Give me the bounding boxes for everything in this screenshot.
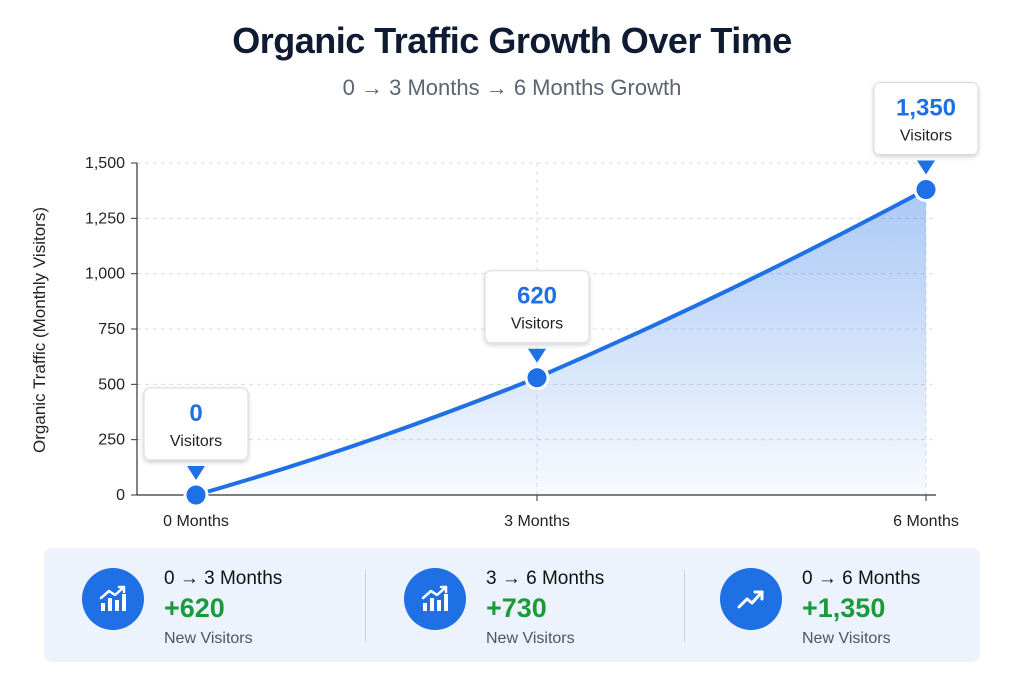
summary-note: New Visitors	[164, 630, 253, 647]
callout-pointer	[187, 466, 205, 480]
growth-summary-panel: 0 → 3 Months +620 New Visitors 3 → 6 Mon…	[44, 548, 980, 662]
data-point	[913, 177, 939, 203]
value-callout: 0 Visitors	[143, 387, 249, 480]
y-axis-title: Organic Traffic (Monthly Visitors)	[30, 207, 49, 453]
data-point	[524, 365, 550, 391]
summary-card-0-3-months: 0 → 3 Months +620 New Visitors	[44, 548, 344, 662]
callout-pointer	[528, 348, 546, 363]
x-tick-label: 3 Months	[504, 513, 570, 530]
bar-chart-growth-icon	[404, 568, 466, 630]
y-tick-label: 500	[98, 376, 125, 393]
summary-divider	[684, 570, 685, 642]
traffic-chart: 0 250 500 750 1,000 1,250 1,500 0 Months 3 Month…	[30, 82, 979, 530]
y-tick-label: 750	[98, 321, 125, 338]
callout-unit: Visitors	[511, 316, 563, 333]
y-tick-label: 0	[116, 487, 125, 504]
callout-box	[873, 82, 979, 156]
callout-box	[484, 270, 590, 344]
callout-value: 0	[189, 400, 202, 427]
x-tick-label: 6 Months	[893, 513, 959, 530]
callout-value: 620	[517, 283, 557, 310]
summary-card-3-6-months: 3 → 6 Months +730 New Visitors	[366, 548, 666, 662]
callout-unit: Visitors	[900, 128, 952, 145]
value-callout: 1,350 Visitors	[873, 82, 979, 175]
summary-gain: +730	[486, 593, 547, 623]
y-tick-label: 1,250	[85, 210, 125, 227]
chart-subtitle: 0 → 3 Months → 6 Months Growth	[342, 75, 682, 100]
summary-note: New Visitors	[486, 630, 575, 647]
x-tick-label: 0 Months	[163, 513, 229, 530]
area-fill	[196, 189, 926, 495]
chart-title: Organic Traffic Growth Over Time	[232, 20, 792, 61]
y-tick-label: 1,500	[85, 155, 125, 172]
summary-gain: +1,350	[802, 593, 886, 623]
summary-range: 0 → 3 Months	[164, 568, 283, 589]
summary-card-0-6-months: 0 → 6 Months +1,350 New Visitors	[682, 548, 982, 662]
summary-gain: +620	[164, 593, 225, 623]
y-tick-label: 250	[98, 432, 125, 449]
bar-chart-growth-icon	[82, 568, 144, 630]
summary-divider	[365, 570, 366, 642]
summary-note: New Visitors	[802, 630, 891, 647]
callout-pointer	[917, 160, 935, 175]
data-point	[183, 482, 209, 508]
callout-value: 1,350	[896, 95, 956, 122]
callout-box	[143, 387, 249, 461]
summary-range: 0 → 6 Months	[802, 568, 921, 589]
y-tick-label: 1,000	[85, 266, 125, 283]
value-callout: 620 Visitors	[484, 270, 590, 363]
summary-range: 3 → 6 Months	[486, 568, 605, 589]
callout-unit: Visitors	[170, 433, 222, 450]
trend-up-icon	[720, 568, 782, 630]
